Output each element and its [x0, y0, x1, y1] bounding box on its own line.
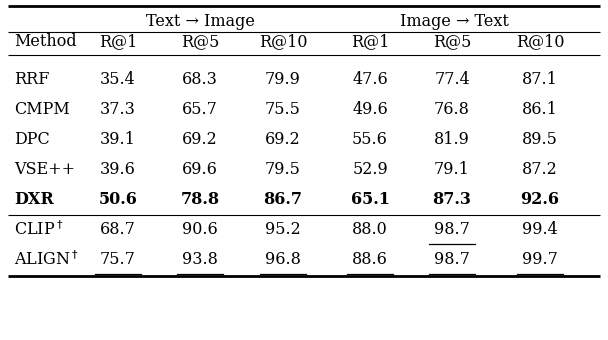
- Text: 99.7: 99.7: [522, 252, 558, 269]
- Text: DXR: DXR: [14, 191, 54, 208]
- Text: 87.2: 87.2: [522, 162, 558, 178]
- Text: Image → Text: Image → Text: [399, 14, 508, 31]
- Text: 89.5: 89.5: [522, 132, 558, 149]
- Text: 86.7: 86.7: [263, 191, 303, 208]
- Text: 39.6: 39.6: [100, 162, 136, 178]
- Text: 79.9: 79.9: [265, 71, 301, 88]
- Text: VSE++: VSE++: [14, 162, 75, 178]
- Text: 88.6: 88.6: [352, 252, 388, 269]
- Text: 90.6: 90.6: [182, 221, 218, 238]
- Text: 76.8: 76.8: [434, 102, 470, 119]
- Text: 52.9: 52.9: [352, 162, 388, 178]
- Text: CMPM: CMPM: [14, 102, 70, 119]
- Text: Text → Image: Text → Image: [146, 14, 255, 31]
- Text: 98.7: 98.7: [434, 252, 470, 269]
- Text: 35.4: 35.4: [100, 71, 136, 88]
- Text: 95.2: 95.2: [265, 221, 301, 238]
- Text: 78.8: 78.8: [181, 191, 219, 208]
- Text: 96.8: 96.8: [265, 252, 301, 269]
- Text: 87.1: 87.1: [522, 71, 558, 88]
- Text: R@5: R@5: [433, 34, 471, 51]
- Text: 87.3: 87.3: [432, 191, 471, 208]
- Text: 98.7: 98.7: [434, 221, 470, 238]
- Text: 92.6: 92.6: [520, 191, 559, 208]
- Text: 77.4: 77.4: [434, 71, 470, 88]
- Text: 88.0: 88.0: [352, 221, 388, 238]
- Text: 99.4: 99.4: [522, 221, 558, 238]
- Text: 86.1: 86.1: [522, 102, 558, 119]
- Text: 68.7: 68.7: [100, 221, 136, 238]
- Text: RRF: RRF: [14, 71, 49, 88]
- Text: 69.2: 69.2: [182, 132, 218, 149]
- Text: 68.3: 68.3: [182, 71, 218, 88]
- Text: 39.1: 39.1: [100, 132, 136, 149]
- Text: R@10: R@10: [259, 34, 307, 51]
- Text: 75.7: 75.7: [100, 252, 136, 269]
- Text: 93.8: 93.8: [182, 252, 218, 269]
- Text: 79.1: 79.1: [434, 162, 470, 178]
- Text: 79.5: 79.5: [265, 162, 301, 178]
- Text: R@5: R@5: [181, 34, 219, 51]
- Text: 75.5: 75.5: [265, 102, 301, 119]
- Text: 65.1: 65.1: [350, 191, 390, 208]
- Text: 49.6: 49.6: [352, 102, 388, 119]
- Text: ALIGN$^\dagger$: ALIGN$^\dagger$: [14, 251, 79, 269]
- Text: 81.9: 81.9: [434, 132, 470, 149]
- Text: Method: Method: [14, 34, 77, 51]
- Text: 69.6: 69.6: [182, 162, 218, 178]
- Text: CLIP$^\dagger$: CLIP$^\dagger$: [14, 221, 64, 239]
- Text: 55.6: 55.6: [352, 132, 388, 149]
- Text: 47.6: 47.6: [352, 71, 388, 88]
- Text: 69.2: 69.2: [265, 132, 301, 149]
- Text: 50.6: 50.6: [98, 191, 137, 208]
- Text: 37.3: 37.3: [100, 102, 136, 119]
- Text: DPC: DPC: [14, 132, 50, 149]
- Text: R@1: R@1: [99, 34, 137, 51]
- Text: R@1: R@1: [351, 34, 389, 51]
- Text: 65.7: 65.7: [182, 102, 218, 119]
- Text: R@10: R@10: [516, 34, 564, 51]
